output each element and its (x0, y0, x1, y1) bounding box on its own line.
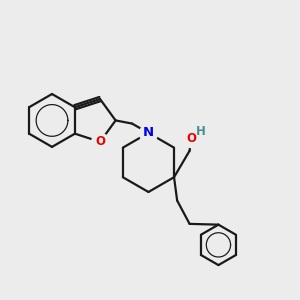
Text: O: O (95, 135, 105, 148)
Text: H: H (196, 125, 206, 138)
Text: O: O (186, 132, 196, 145)
Text: N: N (143, 126, 154, 140)
